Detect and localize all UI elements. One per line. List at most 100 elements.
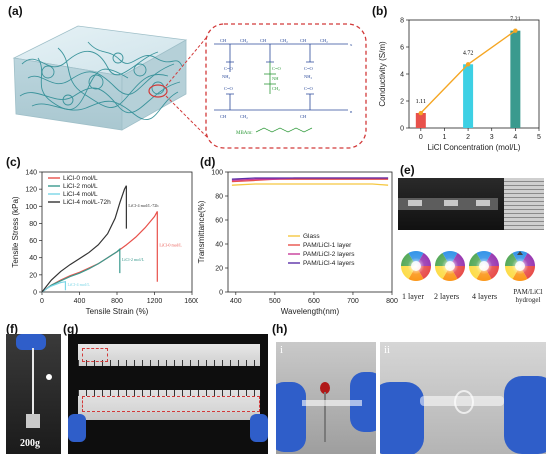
- y-tick-label: 6: [400, 45, 404, 52]
- svg-text:CH: CH: [300, 38, 307, 43]
- color-wheel: [435, 251, 465, 281]
- svg-text:NH₂: NH₂: [222, 74, 230, 79]
- x-tick-label: 0: [40, 298, 44, 305]
- y-tick-label: 80: [29, 221, 37, 228]
- x-tick-label: 2: [466, 134, 470, 141]
- color-wheel: [469, 251, 499, 281]
- wheel-center: [515, 261, 525, 271]
- y-tick-label: 0: [219, 290, 223, 297]
- bar-data-label: 7.21: [510, 17, 521, 23]
- y-tick-label: 80: [215, 194, 223, 201]
- weight-block: [26, 414, 40, 428]
- y-tick-label: 60: [215, 218, 223, 225]
- plot-frame: [41, 171, 193, 293]
- series-end-label: LiCl-4 mol/L-72h: [128, 203, 159, 208]
- svg-text:CH: CH: [300, 114, 307, 119]
- panel-label-b: (b): [372, 4, 388, 18]
- series-line: [41, 211, 158, 293]
- y-tick-label: 20: [29, 272, 37, 279]
- y-axis-label: Transmittance(%): [197, 200, 206, 263]
- x-tick-label: 400: [230, 298, 242, 305]
- sub-label-i: i: [280, 344, 284, 356]
- svg-text:NH₂: NH₂: [304, 74, 312, 79]
- bar-data-label: 4.72: [463, 50, 474, 56]
- svg-text:CH₂: CH₂: [320, 38, 328, 43]
- series-end-label: LiCl-0 mol/L: [159, 243, 182, 248]
- wheel-center: [445, 261, 455, 271]
- y-tick-label: 40: [215, 242, 223, 249]
- legend-entry: PAM/LiCl-1 layer: [303, 242, 352, 249]
- panel-label-a: (a): [8, 4, 23, 18]
- legend-entry: LiCl-4 mol/L-72h: [63, 199, 111, 206]
- x-tick-label: 1200: [147, 298, 163, 305]
- x-tick-label: 3: [490, 134, 494, 141]
- photo-h-i: i: [276, 342, 376, 454]
- x-axis-label: LiCl Concentration (mol/L): [428, 143, 521, 152]
- svg-text:CH: CH: [220, 114, 227, 119]
- trend-point: [465, 62, 471, 67]
- bar: [463, 64, 474, 128]
- stretch-photo: [68, 334, 268, 454]
- tensile-chart: 0 400 800 1200 1600 0 20 40 60 80 100 120 140 Tensile…: [11, 170, 198, 317]
- glove-h-left: [276, 382, 306, 452]
- x-tick-label: 0: [419, 134, 423, 141]
- y-tick-label: 0: [33, 290, 37, 297]
- hydrogel-marker-icon: [517, 251, 523, 255]
- svg-text:C=O: C=O: [224, 66, 234, 71]
- y-axis-label: Conductivity (S/m): [378, 41, 387, 107]
- series-end-label: LiCl-2 mol/L: [122, 257, 145, 262]
- x-tick-label: 800: [111, 298, 123, 305]
- panel-label-c: (c): [6, 155, 21, 169]
- chemical-structure-inset: CH CH₂ CH CH₂ CH CH₂ C=O NH₂ C=O NH₂ CH CH₂ CH C…: [205, 23, 367, 149]
- svg-text:CH: CH: [220, 38, 227, 43]
- legend-entry: Glass: [303, 233, 320, 240]
- svg-text:CH₂: CH₂: [280, 38, 288, 43]
- weight-photo: 200g: [6, 334, 61, 454]
- x-tick-label: 1: [443, 134, 447, 141]
- photo-h-ii: ii: [380, 342, 546, 454]
- y-tick-label: 4: [400, 72, 404, 79]
- legend-entry: LiCl-2 mol/L: [63, 183, 98, 190]
- film-label-3: 4 layers: [472, 292, 498, 301]
- x-axis-label: Wavelength(nm): [281, 307, 340, 316]
- gel-block: [12, 25, 188, 131]
- y-tick-label: 40: [29, 255, 37, 262]
- svg-text:CH₂: CH₂: [240, 38, 248, 43]
- y-tick-label: 140: [25, 170, 37, 177]
- series-line: [231, 183, 389, 186]
- x-tick-label: 1600: [184, 298, 198, 305]
- mbaam-label: MBAm:: [236, 131, 253, 136]
- legend-entry: PAM/LiCl-4 layers: [303, 260, 355, 267]
- y-tick-label: 8: [400, 18, 404, 25]
- y-tick-label: 20: [215, 266, 223, 273]
- glove-ii-right: [504, 376, 546, 454]
- film-photo: [398, 178, 544, 230]
- hydrogel-illustration: CH CH₂ CH CH₂ CH CH₂ C=O NH₂ C=O NH₂ CH CH₂ CH C…: [12, 23, 367, 149]
- y-tick-label: 0: [400, 126, 404, 133]
- ruler-bottom: [78, 390, 260, 420]
- panel-label-f: (f): [6, 322, 18, 336]
- x-tick-label: 800: [386, 298, 398, 305]
- transmittance-chart: 400 500 600 700 800 0 20 40 60 80 100 Wavelength(nm…: [197, 170, 398, 317]
- film-label-2: 2 layers: [434, 292, 460, 301]
- svg-text:CH: CH: [260, 38, 267, 43]
- wheel-center: [479, 261, 489, 271]
- color-wheels: [401, 251, 535, 281]
- glove-ii-left: [380, 382, 424, 454]
- film-label-4: PAM/LiCl hydrogel: [513, 288, 543, 304]
- x-tick-label: 4: [513, 134, 517, 141]
- svg-text:x: x: [350, 42, 353, 47]
- film-label-1: 1 layer: [402, 292, 424, 301]
- svg-text:C=O: C=O: [224, 86, 234, 91]
- panel-label-d: (d): [200, 155, 216, 169]
- bar: [415, 113, 426, 128]
- series-line: [41, 185, 127, 293]
- legend: Glass PAM/LiCl-1 layer PAM/LiCl-2 layers PA…: [288, 233, 355, 267]
- weight-label: 200g: [20, 438, 40, 449]
- glove-left: [68, 414, 86, 442]
- panel-label-h: (h): [272, 322, 288, 336]
- panel-label-g: (g): [63, 322, 79, 336]
- panel-label-e: (e): [400, 163, 415, 177]
- svg-text:C=O: C=O: [304, 66, 314, 71]
